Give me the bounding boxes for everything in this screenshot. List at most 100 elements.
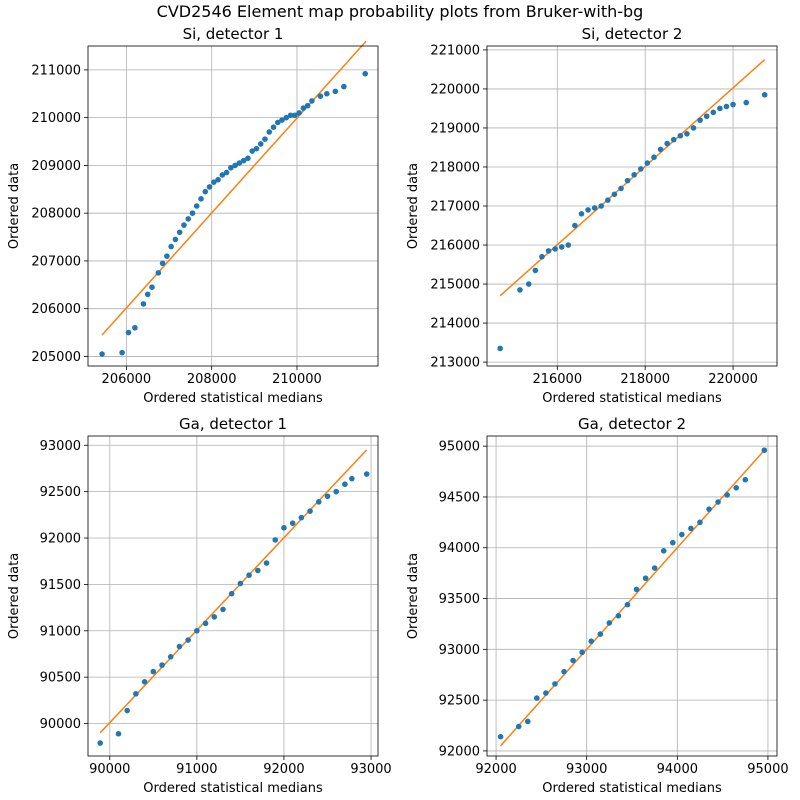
y-tick-label: 215000 [430,278,480,293]
data-point [232,162,238,169]
data-point [677,132,684,139]
data-point [706,506,712,512]
data-point [253,145,260,152]
data-point [497,733,504,740]
data-point [133,691,139,697]
data-point [219,172,226,178]
data-point [168,243,174,250]
data-point [717,105,723,112]
data-point [679,531,685,538]
data-point [298,514,305,521]
data-point [279,117,285,123]
x-tick-label: 95000 [747,762,788,777]
data-point [193,203,200,209]
data-point [605,197,611,203]
x-axis-label: Ordered statistical medians [143,781,323,796]
data-point [270,124,277,130]
data-point [597,631,604,637]
data-point [211,614,218,620]
y-axis-label: Ordered data [406,553,421,639]
data-point [552,246,558,252]
data-point [281,525,287,531]
data-point [198,196,204,202]
data-point [220,606,226,613]
data-point [266,129,273,135]
data-point [669,539,676,546]
data-point [733,485,740,491]
data-point [761,91,768,98]
data-point [517,287,523,293]
data-point [598,203,605,209]
data-point [703,113,710,120]
x-tick-label: 93000 [350,762,391,777]
data-point [172,236,179,243]
axes-frame [87,45,379,367]
data-point [761,447,768,454]
data-point [611,191,618,198]
data-point [524,718,531,725]
y-tick-label: 92000 [439,744,480,759]
data-point [565,242,572,248]
data-point [115,730,122,737]
y-tick-label: 95000 [439,440,480,455]
x-tick-label: 93000 [566,762,607,777]
data-point [155,270,162,276]
panels: 206000 208000 210000 205000 206000 207000 2080… [7,25,789,796]
data-point [543,690,549,696]
chart-panel-2: 216000 218000 220000 213000 214000 215000 2160… [406,25,778,406]
data-point [515,723,522,730]
y-tick-label: 205000 [31,350,81,365]
x-tick-label: 90000 [89,762,130,777]
data-point [272,537,279,543]
data-point [688,525,694,532]
data-point [287,112,294,119]
data-point [642,575,649,582]
data-point [317,93,324,99]
data-point [606,620,613,626]
data-point [697,519,703,526]
chart-panel-3: 90000 91000 92000 93000 90000 90500 91000 91500… [7,415,392,796]
data-point [149,284,155,290]
data-point [349,475,355,482]
data-point [263,560,270,566]
y-tick-label: 209000 [31,159,81,174]
y-tick-label: 206000 [31,302,81,317]
x-tick-label: 220000 [708,372,758,387]
x-tick-label: 92000 [475,762,516,777]
data-point [283,114,290,121]
x-tick-label: 92000 [263,762,304,777]
data-point [637,166,644,172]
y-tick-label: 216000 [430,239,480,254]
data-point [185,637,191,643]
data-point [140,301,147,307]
data-point [539,253,545,260]
y-tick-label: 208000 [31,207,81,222]
data-point [497,345,503,352]
data-point [363,471,370,477]
data-point [570,657,576,664]
data-point [176,643,183,650]
y-tick-label: 90000 [40,717,81,732]
data-point [561,668,567,675]
data-point [742,476,749,483]
data-point [125,329,132,336]
y-tick-label: 92500 [439,694,480,709]
data-point [615,613,622,619]
y-tick-label: 91500 [40,578,81,593]
y-tick-label: 93500 [439,592,480,607]
data-point [333,488,339,495]
y-tick-label: 217000 [430,200,480,215]
data-point [670,136,677,143]
y-tick-label: 92000 [40,532,81,547]
data-point [633,586,640,593]
data-point [228,590,235,597]
data-point [545,248,552,254]
x-axis-label: Ordered statistical medians [143,391,323,406]
data-point [341,83,347,90]
data-point [657,146,664,153]
data-point [644,160,651,166]
data-point [292,112,298,119]
data-point [585,207,591,213]
data-point [289,520,296,526]
